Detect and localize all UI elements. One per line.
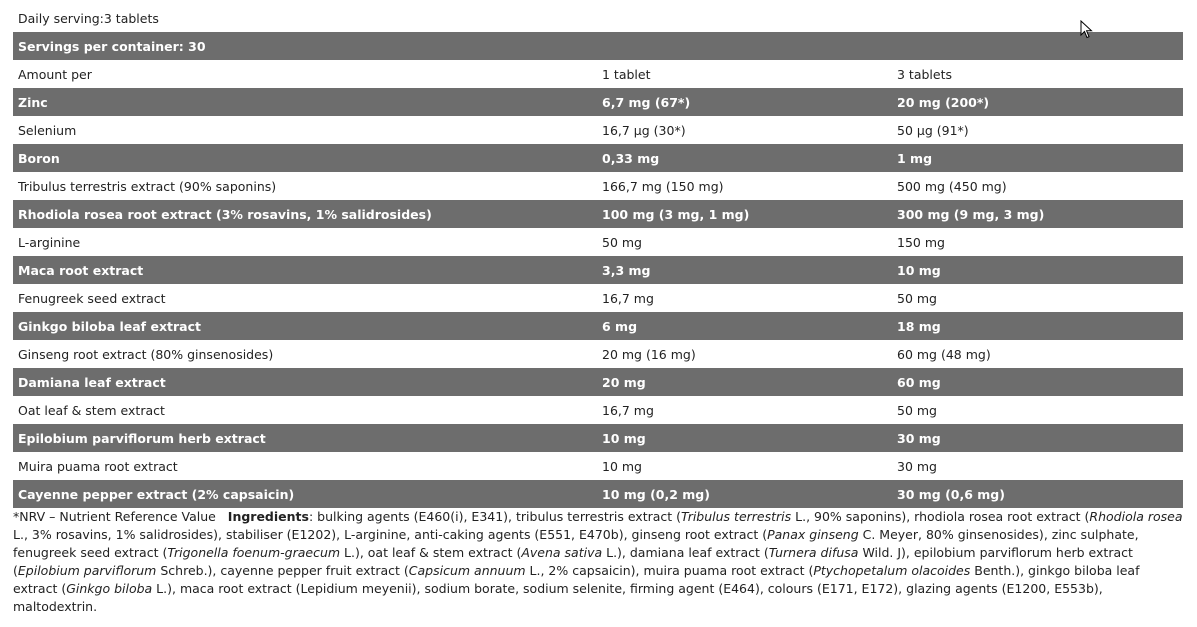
nutrient-name-cell: Oat leaf & stem extract xyxy=(18,402,165,418)
per-serving-cell: 1 mg xyxy=(897,150,933,166)
per-serving-cell: 60 mg (48 mg) xyxy=(897,346,991,362)
ingredients-segment: : bulking agents (E460(i), E341), tribul… xyxy=(308,509,682,524)
ingredients-segment: L.), oat leaf & stem extract ( xyxy=(340,545,522,560)
ingredients-segment: Wild. J), epilobium parviflorum herb ext… xyxy=(13,545,1133,578)
per-tablet-cell: 20 mg xyxy=(602,374,646,390)
latin-name: Trigonella foenum-graecum xyxy=(167,545,341,560)
table-row: Oat leaf & stem extract 16,7 mg 50 mg xyxy=(13,396,1183,424)
per-serving-cell: 30 mg (0,6 mg) xyxy=(897,486,1005,502)
table-row: Daily serving:3 tablets xyxy=(13,4,1183,32)
latin-name: Rhodiola rosea xyxy=(1089,509,1183,524)
nutrient-name-cell: Zinc xyxy=(18,94,48,110)
table-row: Maca root extract 3,3 mg 10 mg xyxy=(13,256,1183,284)
nutrient-name-cell: Epilobium parviflorum herb extract xyxy=(18,430,266,446)
per-tablet-cell: 3,3 mg xyxy=(602,262,651,278)
latin-name: Avena sativa xyxy=(521,545,603,560)
nutrient-name-cell: L-arginine xyxy=(18,234,81,250)
per-serving-cell: 30 mg xyxy=(897,430,941,446)
nutrient-name-cell: Damiana leaf extract xyxy=(18,374,166,390)
ingredients-segment: L., 90% saponins), rhodiola rosea root e… xyxy=(791,509,1090,524)
nutrient-name-cell: Ginkgo biloba leaf extract xyxy=(18,318,201,334)
per-tablet-cell: 10 mg xyxy=(602,430,646,446)
table-row: Amount per 1 tablet 3 tablets xyxy=(13,60,1183,88)
per-serving-cell: 50 mg xyxy=(897,402,937,418)
per-tablet-cell: 166,7 mg (150 mg) xyxy=(602,178,724,194)
per-tablet-cell: 16,7 mg xyxy=(602,290,654,306)
table-row: Damiana leaf extract 20 mg 60 mg xyxy=(13,368,1183,396)
nrv-note: *NRV – Nutrient Reference Value xyxy=(13,509,216,524)
per-serving-cell: 60 mg xyxy=(897,374,941,390)
table-row: Servings per container: 30 xyxy=(13,32,1183,60)
table-row: L-arginine 50 mg 150 mg xyxy=(13,228,1183,256)
table-row: Muira puama root extract 10 mg 30 mg xyxy=(13,452,1183,480)
table-row: Fenugreek seed extract 16,7 mg 50 mg xyxy=(13,284,1183,312)
per-tablet-cell: 0,33 mg xyxy=(602,150,660,166)
per-tablet-cell: 20 mg (16 mg) xyxy=(602,346,696,362)
per-serving-cell: 150 mg xyxy=(897,234,945,250)
ingredients-segment: L., 2% capsaicin), muira puama root extr… xyxy=(525,563,814,578)
nutrient-name-cell: Servings per container: 30 xyxy=(18,38,206,54)
table-row: Rhodiola rosea root extract (3% rosavins… xyxy=(13,200,1183,228)
latin-name: Ginkgo biloba xyxy=(66,581,153,596)
per-tablet-cell: 1 tablet xyxy=(602,66,651,82)
nutrient-name-cell: Muira puama root extract xyxy=(18,458,178,474)
nutrient-name-cell: Amount per xyxy=(18,66,92,82)
table-row: Ginkgo biloba leaf extract 6 mg 18 mg xyxy=(13,312,1183,340)
nutrient-name-cell: Ginseng root extract (80% ginsenosides) xyxy=(18,346,274,362)
per-tablet-cell: 16,7 µg (30*) xyxy=(602,122,686,138)
nutrient-name-cell: Daily serving:3 tablets xyxy=(18,10,159,26)
table-row: Ginseng root extract (80% ginsenosides) 2… xyxy=(13,340,1183,368)
per-tablet-cell: 10 mg (0,2 mg) xyxy=(602,486,710,502)
per-tablet-cell: 10 mg xyxy=(602,458,642,474)
per-tablet-cell: 6 mg xyxy=(602,318,638,334)
per-tablet-cell: 16,7 mg xyxy=(602,402,654,418)
per-tablet-cell: 50 mg xyxy=(602,234,642,250)
table-row: Zinc 6,7 mg (67*) 20 mg (200*) xyxy=(13,88,1183,116)
ingredients-segment: C. Meyer, 80% ginsenosides), zinc sulpha… xyxy=(13,527,1139,560)
table-row: Cayenne pepper extract (2% capsaicin) 10 … xyxy=(13,480,1183,508)
ingredients-segment: L.), damiana leaf extract ( xyxy=(602,545,769,560)
ingredients-segment: L., 3% rosavins, 1% salidrosides), stabi… xyxy=(13,527,768,542)
latin-name: Ptychopetalum olacoides xyxy=(813,563,971,578)
nutrient-name-cell: Maca root extract xyxy=(18,262,144,278)
nutrient-name-cell: Cayenne pepper extract (2% capsaicin) xyxy=(18,486,295,502)
nutrient-name-cell: Fenugreek seed extract xyxy=(18,290,166,306)
per-serving-cell: 18 mg xyxy=(897,318,941,334)
nutrient-name-cell: Selenium xyxy=(18,122,77,138)
nutrient-name-cell: Boron xyxy=(18,150,60,166)
nutrient-name-cell: Tribulus terrestris extract (90% saponin… xyxy=(18,178,277,194)
per-tablet-cell: 100 mg (3 mg, 1 mg) xyxy=(602,206,750,222)
latin-name: Panax ginseng xyxy=(767,527,859,542)
table-row: Selenium 16,7 µg (30*) 50 µg (91*) xyxy=(13,116,1183,144)
per-serving-cell: 20 mg (200*) xyxy=(897,94,990,110)
ingredients-text: : bulking agents (E460(i), E341), tribul… xyxy=(13,509,1182,614)
latin-name: Turnera difusa xyxy=(768,545,859,560)
per-serving-cell: 10 mg xyxy=(897,262,941,278)
table-row: Boron 0,33 mg 1 mg xyxy=(13,144,1183,172)
latin-name: Tribulus terrestris xyxy=(681,509,792,524)
nutrition-table: Daily serving:3 tablets Servings per cont… xyxy=(13,4,1183,508)
ingredients-label: Ingredients xyxy=(227,509,309,524)
per-serving-cell: 30 mg xyxy=(897,458,937,474)
table-row: Tribulus terrestris extract (90% saponin… xyxy=(13,172,1183,200)
per-tablet-cell: 6,7 mg (67*) xyxy=(602,94,691,110)
per-serving-cell: 50 mg xyxy=(897,290,937,306)
latin-name: Epilobium parviflorum xyxy=(17,563,157,578)
per-serving-cell: 500 mg (450 mg) xyxy=(897,178,1007,194)
ingredients-segment: Benth.), ginkgo biloba leaf extract ( xyxy=(13,563,1140,596)
table-row: Epilobium parviflorum herb extract 10 mg 3… xyxy=(13,424,1183,452)
per-serving-cell: 300 mg (9 mg, 3 mg) xyxy=(897,206,1045,222)
per-serving-cell: 50 µg (91*) xyxy=(897,122,969,138)
nutrient-name-cell: Rhodiola rosea root extract (3% rosavins… xyxy=(18,206,432,222)
mouse-pointer-icon xyxy=(1080,20,1093,39)
latin-name: Capsicum annuum xyxy=(408,563,526,578)
per-serving-cell: 3 tablets xyxy=(897,66,952,82)
ingredients-segment: L.), maca root extract (Lepidium meyenii… xyxy=(13,581,1103,614)
ingredients-footer: *NRV – Nutrient Reference Value Ingredie… xyxy=(13,508,1185,616)
ingredients-segment: Schreb.), cayenne pepper fruit extract ( xyxy=(156,563,409,578)
